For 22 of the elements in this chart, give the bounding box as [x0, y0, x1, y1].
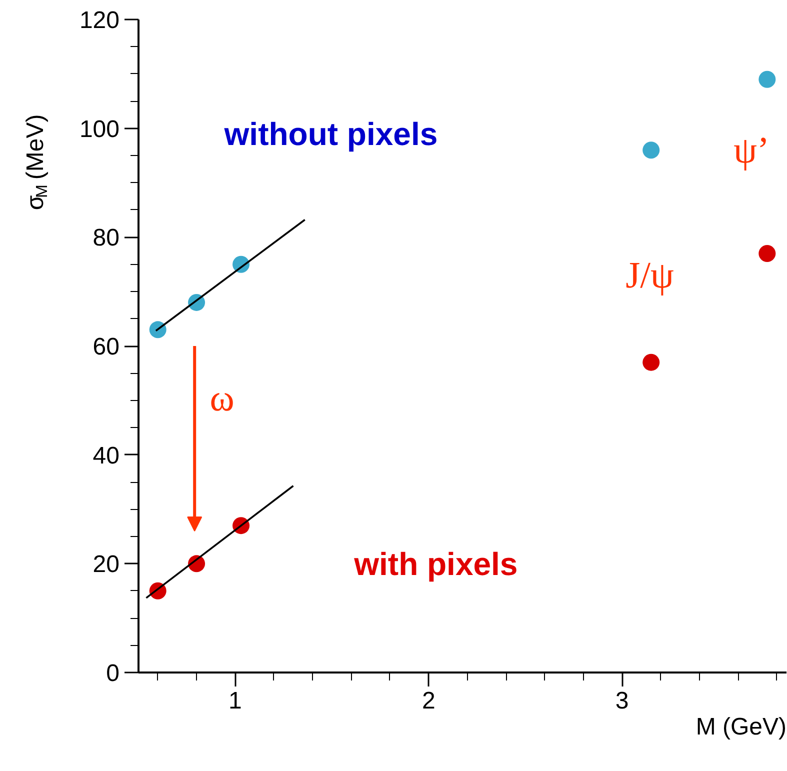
x-tick-label: 2	[422, 688, 436, 714]
point	[758, 245, 776, 262]
y-tick-label: 80	[92, 224, 120, 252]
y-tick-label: 100	[79, 116, 120, 143]
x-tick-label: 3	[615, 688, 629, 714]
point	[642, 354, 660, 371]
annotation: without pixels	[223, 116, 438, 152]
x-axis-title: M (GeV)	[696, 714, 787, 740]
x-tick-label: 1	[228, 688, 242, 714]
annotation: ψ’	[734, 130, 770, 172]
annotation: with pixels	[353, 546, 518, 582]
y-tick-label: 20	[92, 551, 120, 578]
point	[642, 142, 660, 159]
point	[758, 70, 776, 88]
y-tick-label: 120	[79, 7, 120, 34]
annotation: J/ψ	[626, 256, 674, 297]
y-axis-title: σM (MeV)	[22, 114, 51, 210]
point	[149, 321, 166, 338]
y-tick-label: 60	[92, 334, 120, 360]
y-tick-label: 0	[106, 660, 120, 687]
annotation: ω	[210, 378, 234, 420]
y-tick-label: 40	[92, 442, 120, 470]
